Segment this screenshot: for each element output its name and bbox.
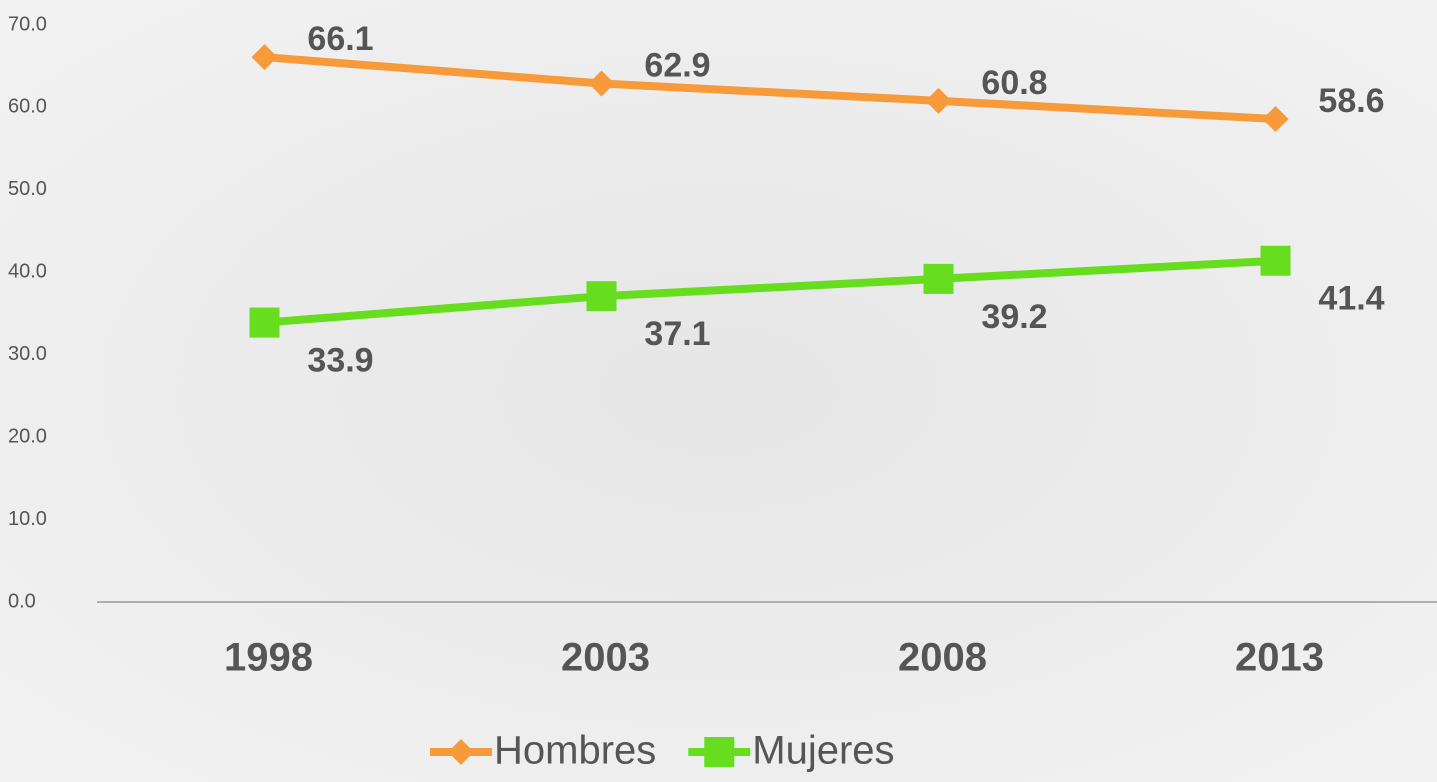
- y-tick-label: 50.0: [8, 178, 47, 200]
- data-label: 66.1: [307, 20, 373, 58]
- x-tick-label: 2008: [898, 636, 987, 680]
- y-tick-label: 30.0: [8, 343, 47, 365]
- point-marker: [924, 264, 954, 294]
- point-marker: [1261, 246, 1291, 276]
- x-tick-label: 2003: [561, 636, 650, 680]
- y-tick-label: 60.0: [8, 96, 47, 118]
- data-label: 33.9: [307, 342, 373, 380]
- point-marker: [704, 737, 734, 767]
- data-label: 58.6: [1318, 82, 1384, 120]
- y-tick-label: 40.0: [8, 261, 47, 283]
- y-tick-label: 70.0: [8, 13, 47, 35]
- legend-label: Hombres: [494, 729, 656, 773]
- x-tick-label: 1998: [224, 636, 313, 680]
- y-tick-label: 0.0: [8, 590, 36, 612]
- data-label: 41.4: [1318, 280, 1384, 318]
- data-label: 62.9: [644, 47, 710, 85]
- chart: 0.0 10.0 20.0 30.0 40.0 50.0 60.0 70.0 1998 2003 2…: [0, 0, 1437, 782]
- legend-label: Mujeres: [752, 729, 894, 773]
- point-marker: [250, 308, 280, 338]
- data-label: 60.8: [981, 64, 1047, 102]
- y-tick-label: 10.0: [8, 508, 47, 530]
- data-label: 39.2: [981, 298, 1047, 336]
- data-label: 37.1: [644, 315, 710, 353]
- y-tick-label: 20.0: [8, 425, 47, 447]
- x-tick-label: 2013: [1235, 636, 1324, 680]
- point-marker: [587, 281, 617, 311]
